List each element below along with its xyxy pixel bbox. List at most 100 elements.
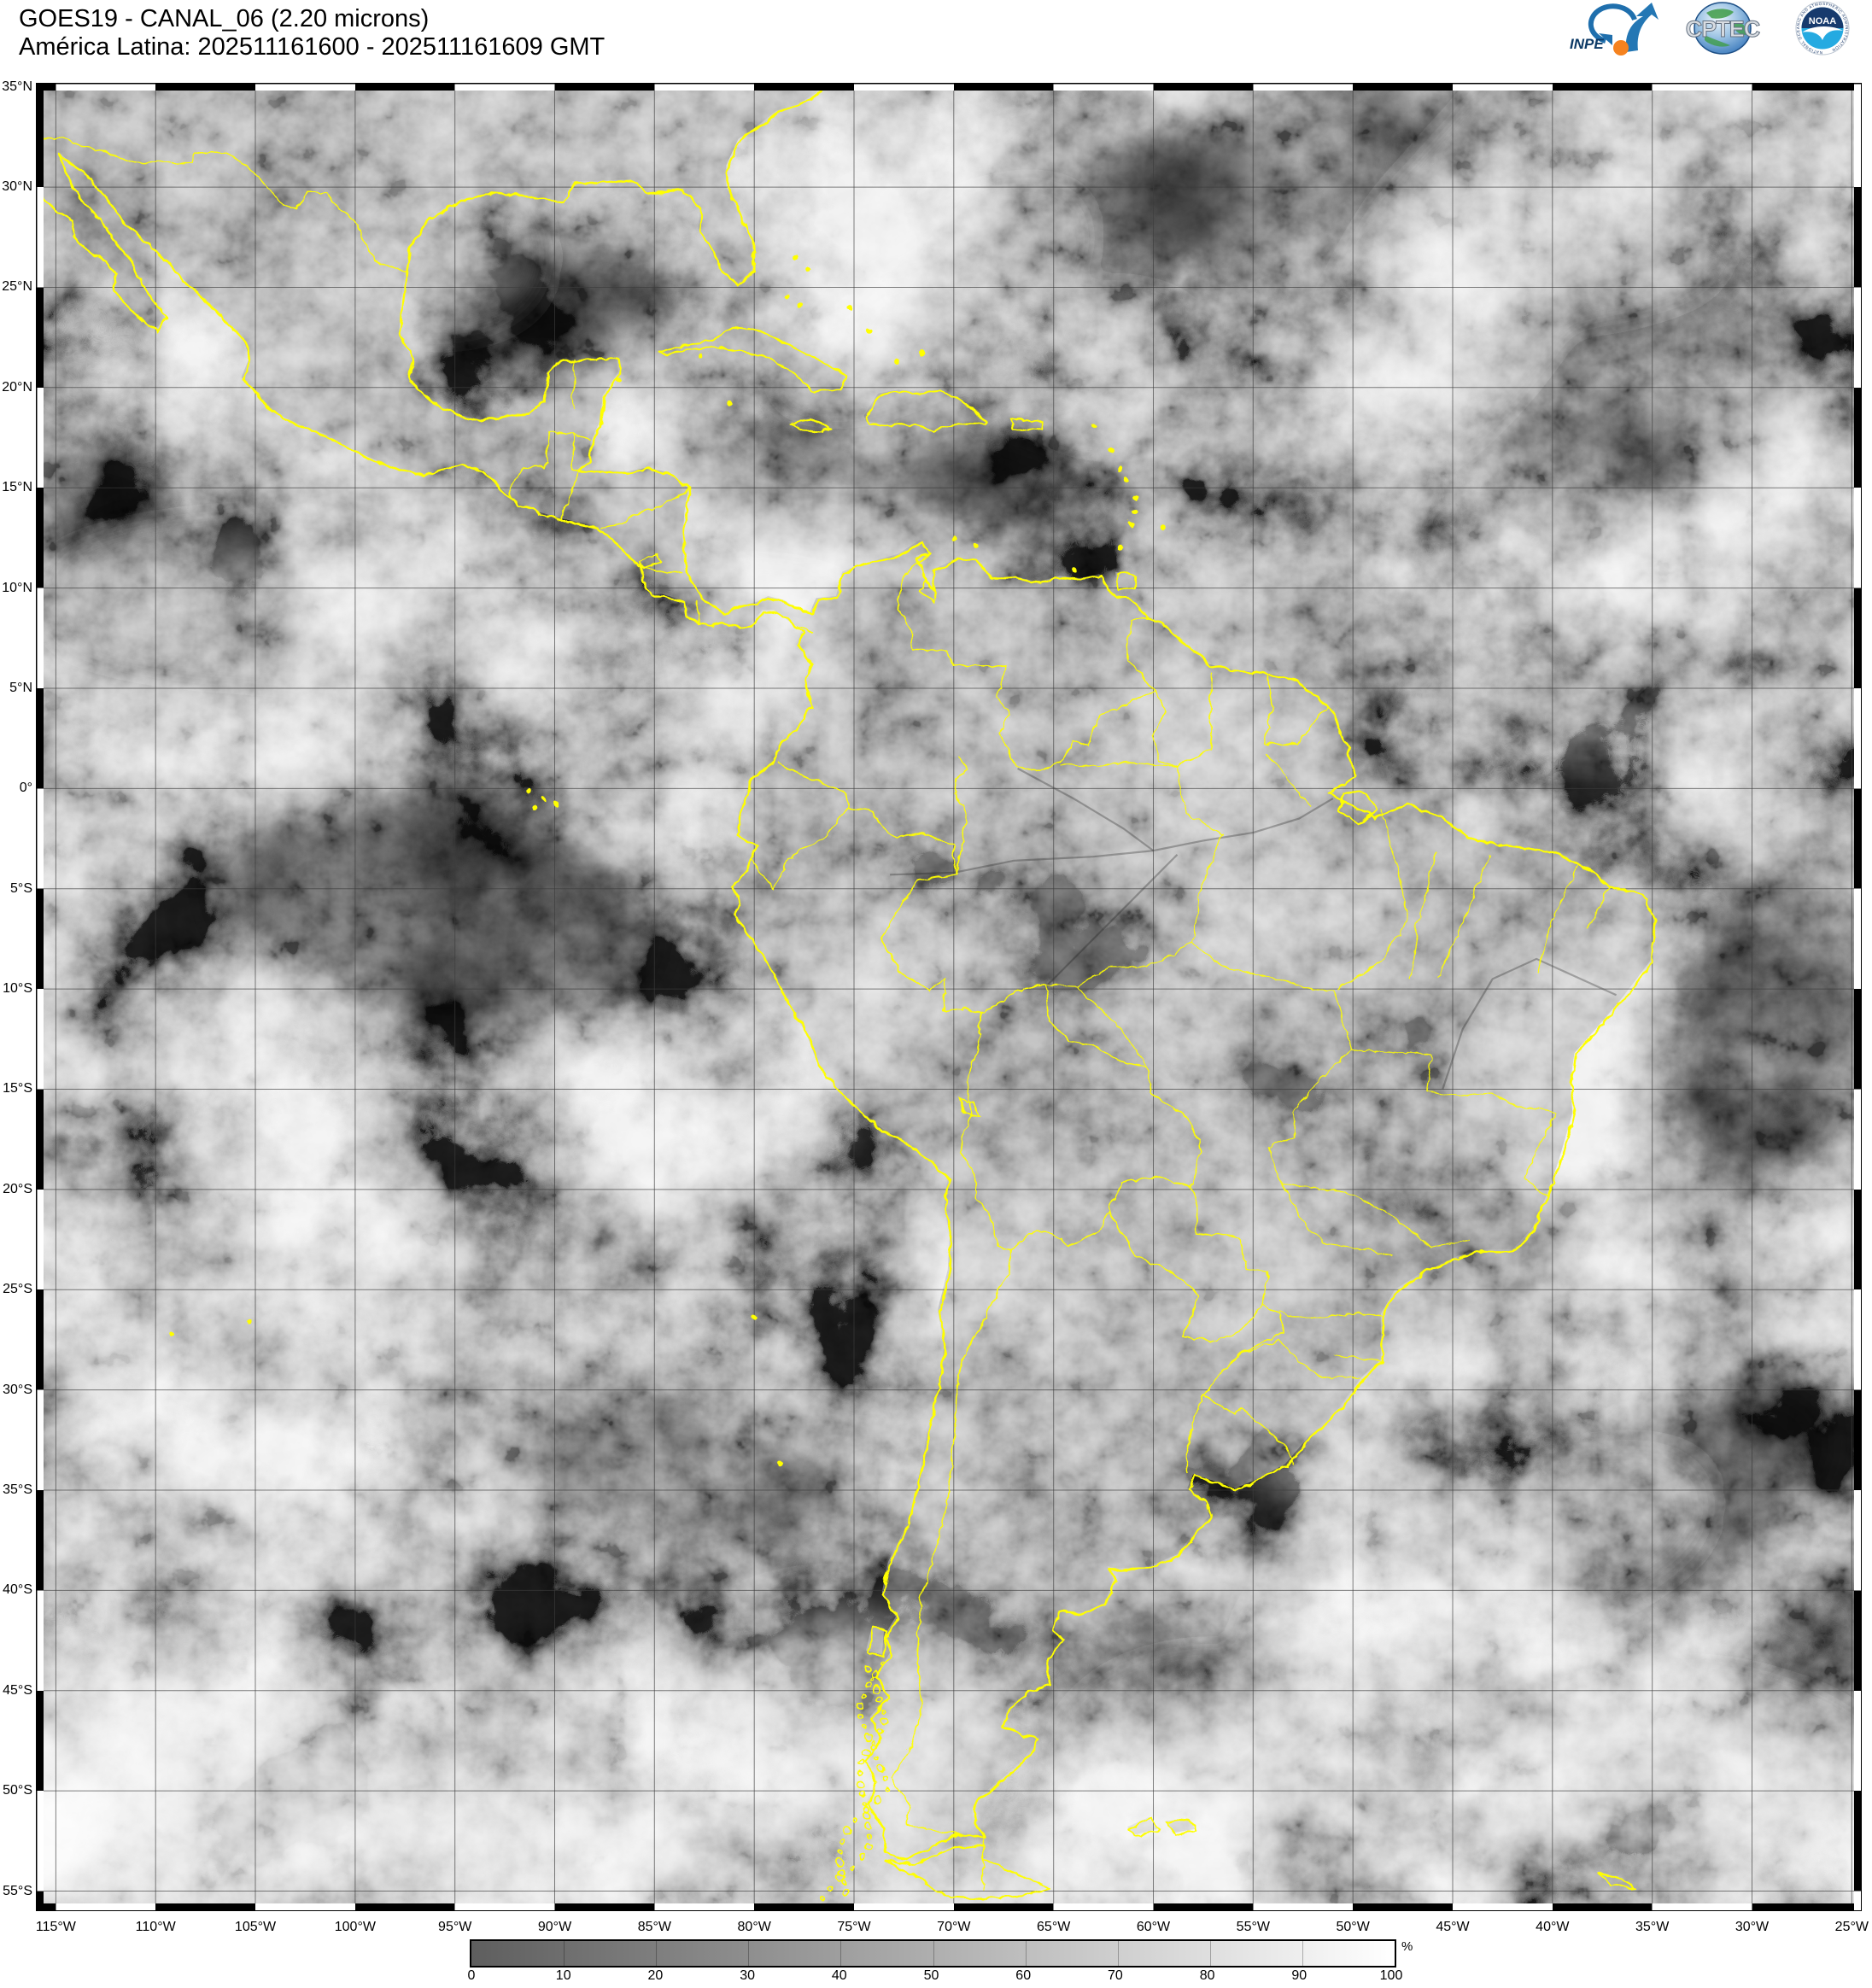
frame-tick-segment (1854, 1389, 1862, 1491)
frame-tick-segment (1854, 488, 1862, 588)
lon-tick-label: 75°W (837, 1920, 871, 1934)
frame-tick-segment (953, 1903, 1054, 1911)
coastline-island (1595, 1870, 1635, 1888)
state-border (1348, 1046, 1431, 1054)
lat-tick-label: 0° (19, 781, 32, 796)
lon-tick-label: 35°W (1635, 1920, 1670, 1934)
frame-tick-segment (1854, 83, 1862, 87)
lon-tick-label: 40°W (1536, 1920, 1570, 1934)
colorbar-tick-label: 40 (831, 1968, 847, 1983)
colorbar-tick (656, 1941, 657, 1966)
fjord-islet (834, 1856, 843, 1865)
lon-tick-label: 85°W (637, 1920, 671, 1934)
cptec-logo: CPTEC (1685, 2, 1761, 55)
country-border (747, 806, 849, 888)
frame-tick-segment (1854, 1189, 1862, 1290)
title-line-1: GOES19 - CANAL_06 (2.20 microns) (19, 5, 430, 32)
colorbar-tick (1302, 1941, 1303, 1966)
lat-tick-label: 40°S (3, 1582, 32, 1598)
country-border (572, 430, 589, 439)
small-island (1107, 447, 1113, 453)
frame-tick-segment (454, 1903, 555, 1911)
fjord-islet (857, 1758, 864, 1765)
frame-tick-segment (36, 788, 44, 889)
lake-outline (956, 1096, 980, 1117)
fjord-islet (862, 1731, 871, 1740)
small-island (791, 252, 797, 258)
lon-tick-label: 60°W (1136, 1920, 1171, 1934)
frame-tick-segment (854, 1903, 954, 1911)
country-border (1262, 672, 1272, 743)
country-border (1263, 704, 1328, 744)
fjord-islet (835, 1847, 841, 1853)
cptec-land-icon (1734, 21, 1746, 35)
colorbar-tick (1210, 1941, 1211, 1966)
lat-tick-label: 25°N (2, 279, 32, 295)
frame-tick-segment (1854, 1289, 1862, 1390)
graticule-layer (36, 83, 1862, 1911)
small-island (1158, 523, 1164, 529)
colorbar-tick-label: 30 (740, 1968, 755, 1983)
frame-tick-segment (1253, 1903, 1354, 1911)
frame-tick-segment (36, 888, 44, 990)
lat-tick-label: 55°S (3, 1883, 32, 1898)
frame-tick-segment (36, 488, 44, 588)
country-border (1185, 1303, 1282, 1472)
fjord-islet (868, 1675, 874, 1681)
lat-tick-label: 45°S (3, 1682, 32, 1698)
lat-tick-label: 30°N (2, 179, 32, 195)
small-island (1089, 423, 1095, 429)
frame-tick-segment (36, 989, 44, 1090)
map-frame (36, 83, 1862, 1911)
small-island (783, 292, 789, 298)
frame-tick-segment (1452, 83, 1553, 91)
colorbar-tick-label: 60 (1015, 1968, 1032, 1983)
country-border (1150, 669, 1210, 766)
inpe-swirl-arrowhead-icon (1599, 33, 1612, 45)
frame-tick-segment (754, 1903, 855, 1911)
frame-tick-segment (1854, 888, 1862, 990)
river (1017, 767, 1155, 851)
fjord-islet (841, 1825, 850, 1833)
fjord-islet (874, 1754, 879, 1759)
colorbar-tick-label: 100 (1379, 1968, 1403, 1983)
state-border (1238, 1339, 1360, 1377)
coastline-island (1126, 1816, 1159, 1836)
small-island (1116, 465, 1122, 471)
political-lines-layer (36, 83, 1656, 1900)
lon-tick-label: 105°W (234, 1920, 277, 1934)
colorbar-unit: % (1401, 1939, 1413, 1954)
small-island (540, 793, 546, 799)
inpe-logo: INPE (1570, 3, 1658, 56)
small-island (725, 399, 731, 405)
colorbar-tick (564, 1941, 565, 1966)
lon-tick-label: 50°W (1336, 1920, 1370, 1934)
frame-tick-segment (255, 1903, 355, 1911)
country-border (795, 623, 810, 631)
lat-tick-label: 20°N (2, 379, 32, 395)
small-island (775, 1459, 781, 1465)
frame-tick-segment (36, 1089, 44, 1190)
cptec-land-icon (1706, 9, 1734, 19)
frame-tick-segment (36, 687, 44, 789)
reflectance-colorbar (470, 1939, 1396, 1968)
fjord-islet (879, 1660, 885, 1665)
fjord-islet (825, 1883, 833, 1891)
fjord-islet (854, 1778, 863, 1787)
frame-tick-segment (754, 83, 855, 91)
small-island (893, 357, 899, 362)
frame-tick-segment (1253, 83, 1354, 91)
lon-tick-label: 95°W (438, 1920, 472, 1934)
frame-tick-segment (1854, 1891, 1862, 1911)
frame-tick-segment (36, 83, 56, 91)
small-island (1131, 493, 1137, 499)
fjord-islet (837, 1836, 844, 1844)
satellite-image (36, 83, 1862, 1911)
colorbar-tick (840, 1941, 841, 1966)
inpe-swirl-icon (1588, 3, 1637, 44)
state-border (1585, 884, 1609, 927)
lon-tick-label: 80°W (737, 1920, 771, 1934)
lon-tick-label: 55°W (1236, 1920, 1270, 1934)
country-border (600, 487, 689, 527)
